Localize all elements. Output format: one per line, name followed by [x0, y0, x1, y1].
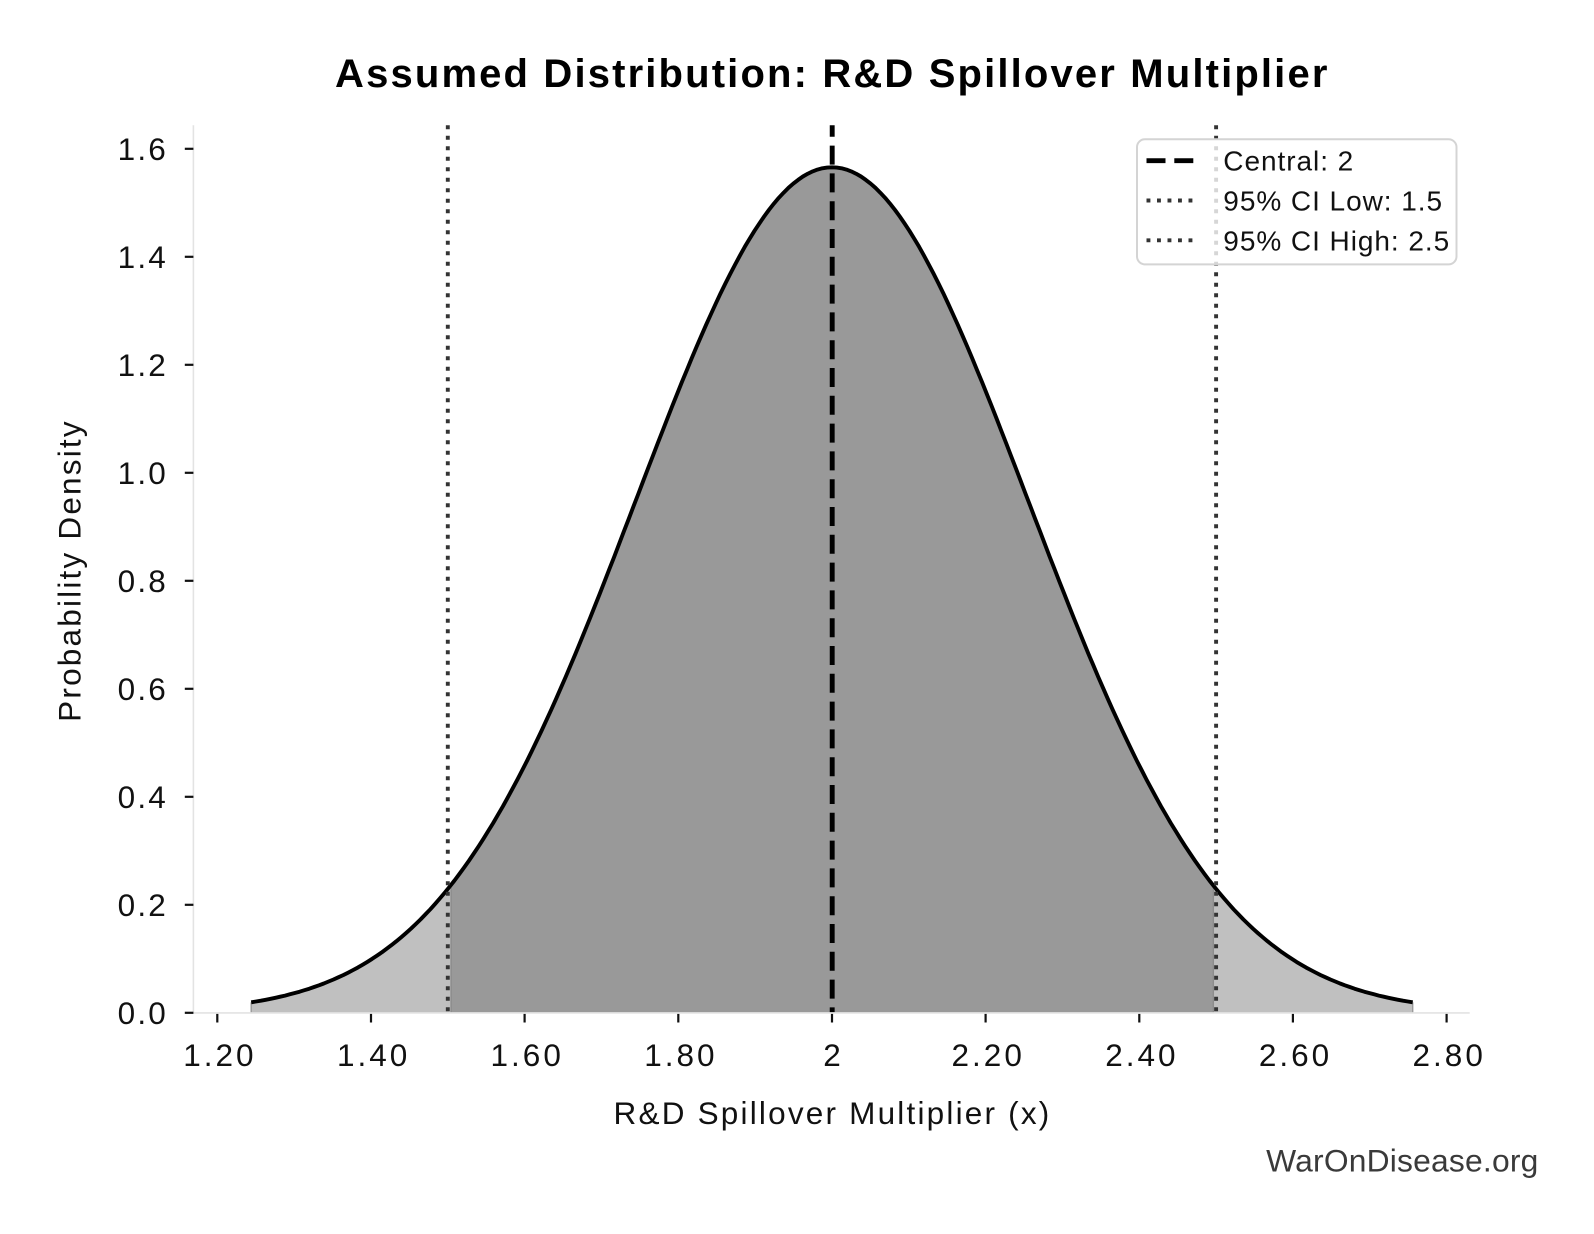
svg-text:0.2: 0.2 [118, 887, 168, 923]
svg-text:2.80: 2.80 [1413, 1037, 1486, 1073]
svg-text:0.6: 0.6 [118, 671, 168, 707]
svg-text:1.80: 1.80 [644, 1037, 717, 1073]
svg-text:1.4: 1.4 [118, 239, 168, 275]
svg-text:Central: 2: Central: 2 [1223, 146, 1354, 177]
svg-text:1.6: 1.6 [118, 131, 168, 167]
svg-text:WarOnDisease.org: WarOnDisease.org [1266, 1143, 1538, 1179]
svg-text:2.40: 2.40 [1105, 1037, 1178, 1073]
svg-text:0.0: 0.0 [118, 995, 168, 1031]
svg-text:95% CI High: 2.5: 95% CI High: 2.5 [1223, 225, 1450, 256]
svg-text:95% CI Low: 1.5: 95% CI Low: 1.5 [1223, 186, 1443, 217]
svg-text:Probability Density: Probability Density [51, 419, 87, 722]
svg-text:0.4: 0.4 [118, 779, 168, 815]
svg-text:2.60: 2.60 [1259, 1037, 1332, 1073]
svg-text:1.20: 1.20 [183, 1037, 256, 1073]
svg-text:0.8: 0.8 [118, 563, 168, 599]
svg-text:1.40: 1.40 [337, 1037, 410, 1073]
svg-text:1.60: 1.60 [491, 1037, 564, 1073]
svg-text:R&D Spillover Multiplier (x): R&D Spillover Multiplier (x) [614, 1095, 1052, 1131]
svg-text:2: 2 [823, 1037, 844, 1073]
svg-text:1.2: 1.2 [118, 347, 168, 383]
svg-text:1.0: 1.0 [118, 455, 168, 491]
svg-text:2.20: 2.20 [952, 1037, 1025, 1073]
svg-text:Assumed Distribution: R&D Spil: Assumed Distribution: R&D Spillover Mult… [335, 52, 1330, 96]
